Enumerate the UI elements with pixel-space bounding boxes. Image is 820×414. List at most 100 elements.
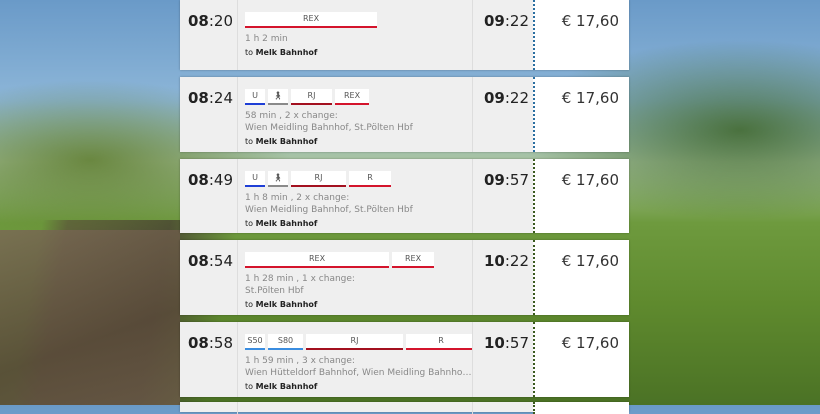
departure-hour: 08 xyxy=(187,252,209,270)
arrival-hour: 09 xyxy=(483,89,505,107)
to-prefix: to xyxy=(245,382,254,391)
destination: to Melk Bahnhof xyxy=(245,219,472,228)
connection-details: REX 1 h 2 min to Melk Bahnhof xyxy=(238,0,473,70)
segment-badge: U xyxy=(245,89,265,105)
to-prefix: to xyxy=(245,48,254,57)
segment-badges: REX xyxy=(245,12,472,28)
connection-row[interactable]: 08:49 U 🚶︎ RJ R 1 h 8 min , 2 x change: Wie… xyxy=(180,159,629,233)
arrival-minute: :57 xyxy=(504,171,529,189)
arrival-time: 09:22 xyxy=(473,0,533,70)
duration: 1 h 28 min , 1 x change: xyxy=(245,274,355,284)
departure-time: 08:20 xyxy=(180,0,238,70)
price[interactable]: € 17,60 xyxy=(533,159,629,233)
segment-badge: REX xyxy=(392,252,434,268)
duration: 1 h 2 min xyxy=(245,34,288,44)
arrival-minute: :22 xyxy=(504,12,529,30)
departure-minute: :20 xyxy=(208,12,233,30)
background-photo xyxy=(0,230,180,405)
destination: to Melk Bahnhof xyxy=(245,137,472,146)
arrival-time: 09:57 xyxy=(473,159,533,233)
via-stations: Wien Meidling Bahnhof, St.Pölten Hbf xyxy=(245,205,413,215)
connection-row[interactable] xyxy=(180,402,629,414)
segment-badges: U 🚶︎ RJ R xyxy=(245,171,472,187)
connection-row[interactable]: 08:54 REX REX 1 h 28 min , 1 x change: St… xyxy=(180,240,629,315)
segment-label: RJ xyxy=(307,91,316,100)
departure-minute: :49 xyxy=(208,171,233,189)
duration: 58 min , 2 x change: xyxy=(245,111,338,121)
destination-station: Melk Bahnhof xyxy=(255,300,318,309)
to-prefix: to xyxy=(245,137,254,146)
arrival-minute: :22 xyxy=(504,89,529,107)
segment-label: S50 xyxy=(247,336,263,345)
arrival-time: 10:22 xyxy=(473,240,533,315)
connection-row[interactable]: 08:20 REX 1 h 2 min to Melk Bahnhof 09:2… xyxy=(180,0,629,70)
arrival-minute: :57 xyxy=(504,334,529,352)
connection-details: S50 S80 RJ R 1 h 59 min , 3 x change: Wien … xyxy=(238,322,473,397)
destination-station: Melk Bahnhof xyxy=(255,137,318,146)
departure-time: 08:58 xyxy=(180,322,238,397)
segment-badge: REX xyxy=(245,12,377,28)
via-stations: St.Pölten Hbf xyxy=(245,286,304,296)
segment-badge: REX xyxy=(335,89,369,105)
segment-badges: U 🚶︎ RJ REX xyxy=(245,89,472,105)
arrival-time: 09:22 xyxy=(473,77,533,152)
duration: 1 h 59 min , 3 x change: xyxy=(245,356,355,366)
segment-badge: REX xyxy=(245,252,389,268)
via-stations: Wien Meidling Bahnhof, St.Pölten Hbf xyxy=(245,123,413,133)
arrival-time: 10:57 xyxy=(473,322,533,397)
segment-badge: S80 xyxy=(268,334,303,350)
departure-hour: 08 xyxy=(187,12,209,30)
connection-details: U 🚶︎ RJ R 1 h 8 min , 2 x change: Wien Meid… xyxy=(238,159,473,233)
segment-label: REX xyxy=(308,254,326,263)
destination: to Melk Bahnhof xyxy=(245,300,472,309)
segment-label: REX xyxy=(404,254,422,263)
price[interactable]: € 17,60 xyxy=(533,240,629,315)
arrival-hour: 10 xyxy=(483,252,505,270)
segment-badge: R xyxy=(349,171,391,187)
arrival-minute: :22 xyxy=(504,252,529,270)
to-prefix: to xyxy=(245,300,254,309)
price[interactable]: € 17,60 xyxy=(533,77,629,152)
segment-badge: R xyxy=(406,334,472,350)
arrival-hour: 09 xyxy=(483,12,505,30)
connection-row[interactable]: 08:58 S50 S80 RJ R 1 h 59 min , 3 x change:… xyxy=(180,322,629,397)
segment-badge: RJ xyxy=(291,171,346,187)
segment-label: S80 xyxy=(277,336,294,345)
via-stations: Wien Hütteldorf Bahnhof, Wien Meidling B… xyxy=(245,368,472,378)
departure-minute: :54 xyxy=(208,252,233,270)
arrival-hour: 09 xyxy=(483,171,505,189)
segment-label: U xyxy=(252,91,258,100)
departure-time: 08:49 xyxy=(180,159,238,233)
segment-badge: S50 xyxy=(245,334,265,350)
connection-details: REX REX 1 h 28 min , 1 x change: St.Pölte… xyxy=(238,240,473,315)
price[interactable]: € 17,60 xyxy=(533,322,629,397)
segment-badges: REX REX xyxy=(245,252,472,268)
segment-label: REX xyxy=(302,14,320,23)
segment-label: U xyxy=(252,173,258,182)
destination-station: Melk Bahnhof xyxy=(255,48,318,57)
departure-time: 08:24 xyxy=(180,77,238,152)
walk-icon: 🚶︎ xyxy=(268,171,288,187)
departure-minute: :58 xyxy=(208,334,233,352)
connection-details: U 🚶︎ RJ REX 58 min , 2 x change: Wien Meidl… xyxy=(238,77,473,152)
to-prefix: to xyxy=(245,219,254,228)
duration: 1 h 8 min , 2 x change: xyxy=(245,193,350,203)
walk-icon: 🚶︎ xyxy=(268,89,288,105)
destination-station: Melk Bahnhof xyxy=(255,382,318,391)
arrival-hour: 10 xyxy=(483,334,505,352)
departure-hour: 08 xyxy=(187,334,209,352)
departure-hour: 08 xyxy=(187,89,209,107)
destination: to Melk Bahnhof xyxy=(245,48,472,57)
segment-badge: U xyxy=(245,171,265,187)
departure-hour: 08 xyxy=(187,171,209,189)
price[interactable]: € 17,60 xyxy=(533,0,629,70)
segment-label: RJ xyxy=(350,336,359,345)
segment-label: R xyxy=(367,173,373,182)
destination-station: Melk Bahnhof xyxy=(255,219,318,228)
segment-label: REX xyxy=(343,91,361,100)
departure-time: 08:54 xyxy=(180,240,238,315)
connection-row[interactable]: 08:24 U 🚶︎ RJ REX 58 min , 2 x change: Wien… xyxy=(180,77,629,152)
destination: to Melk Bahnhof xyxy=(245,382,472,391)
segment-label: R xyxy=(438,336,444,345)
segment-badges: S50 S80 RJ R xyxy=(245,334,472,350)
